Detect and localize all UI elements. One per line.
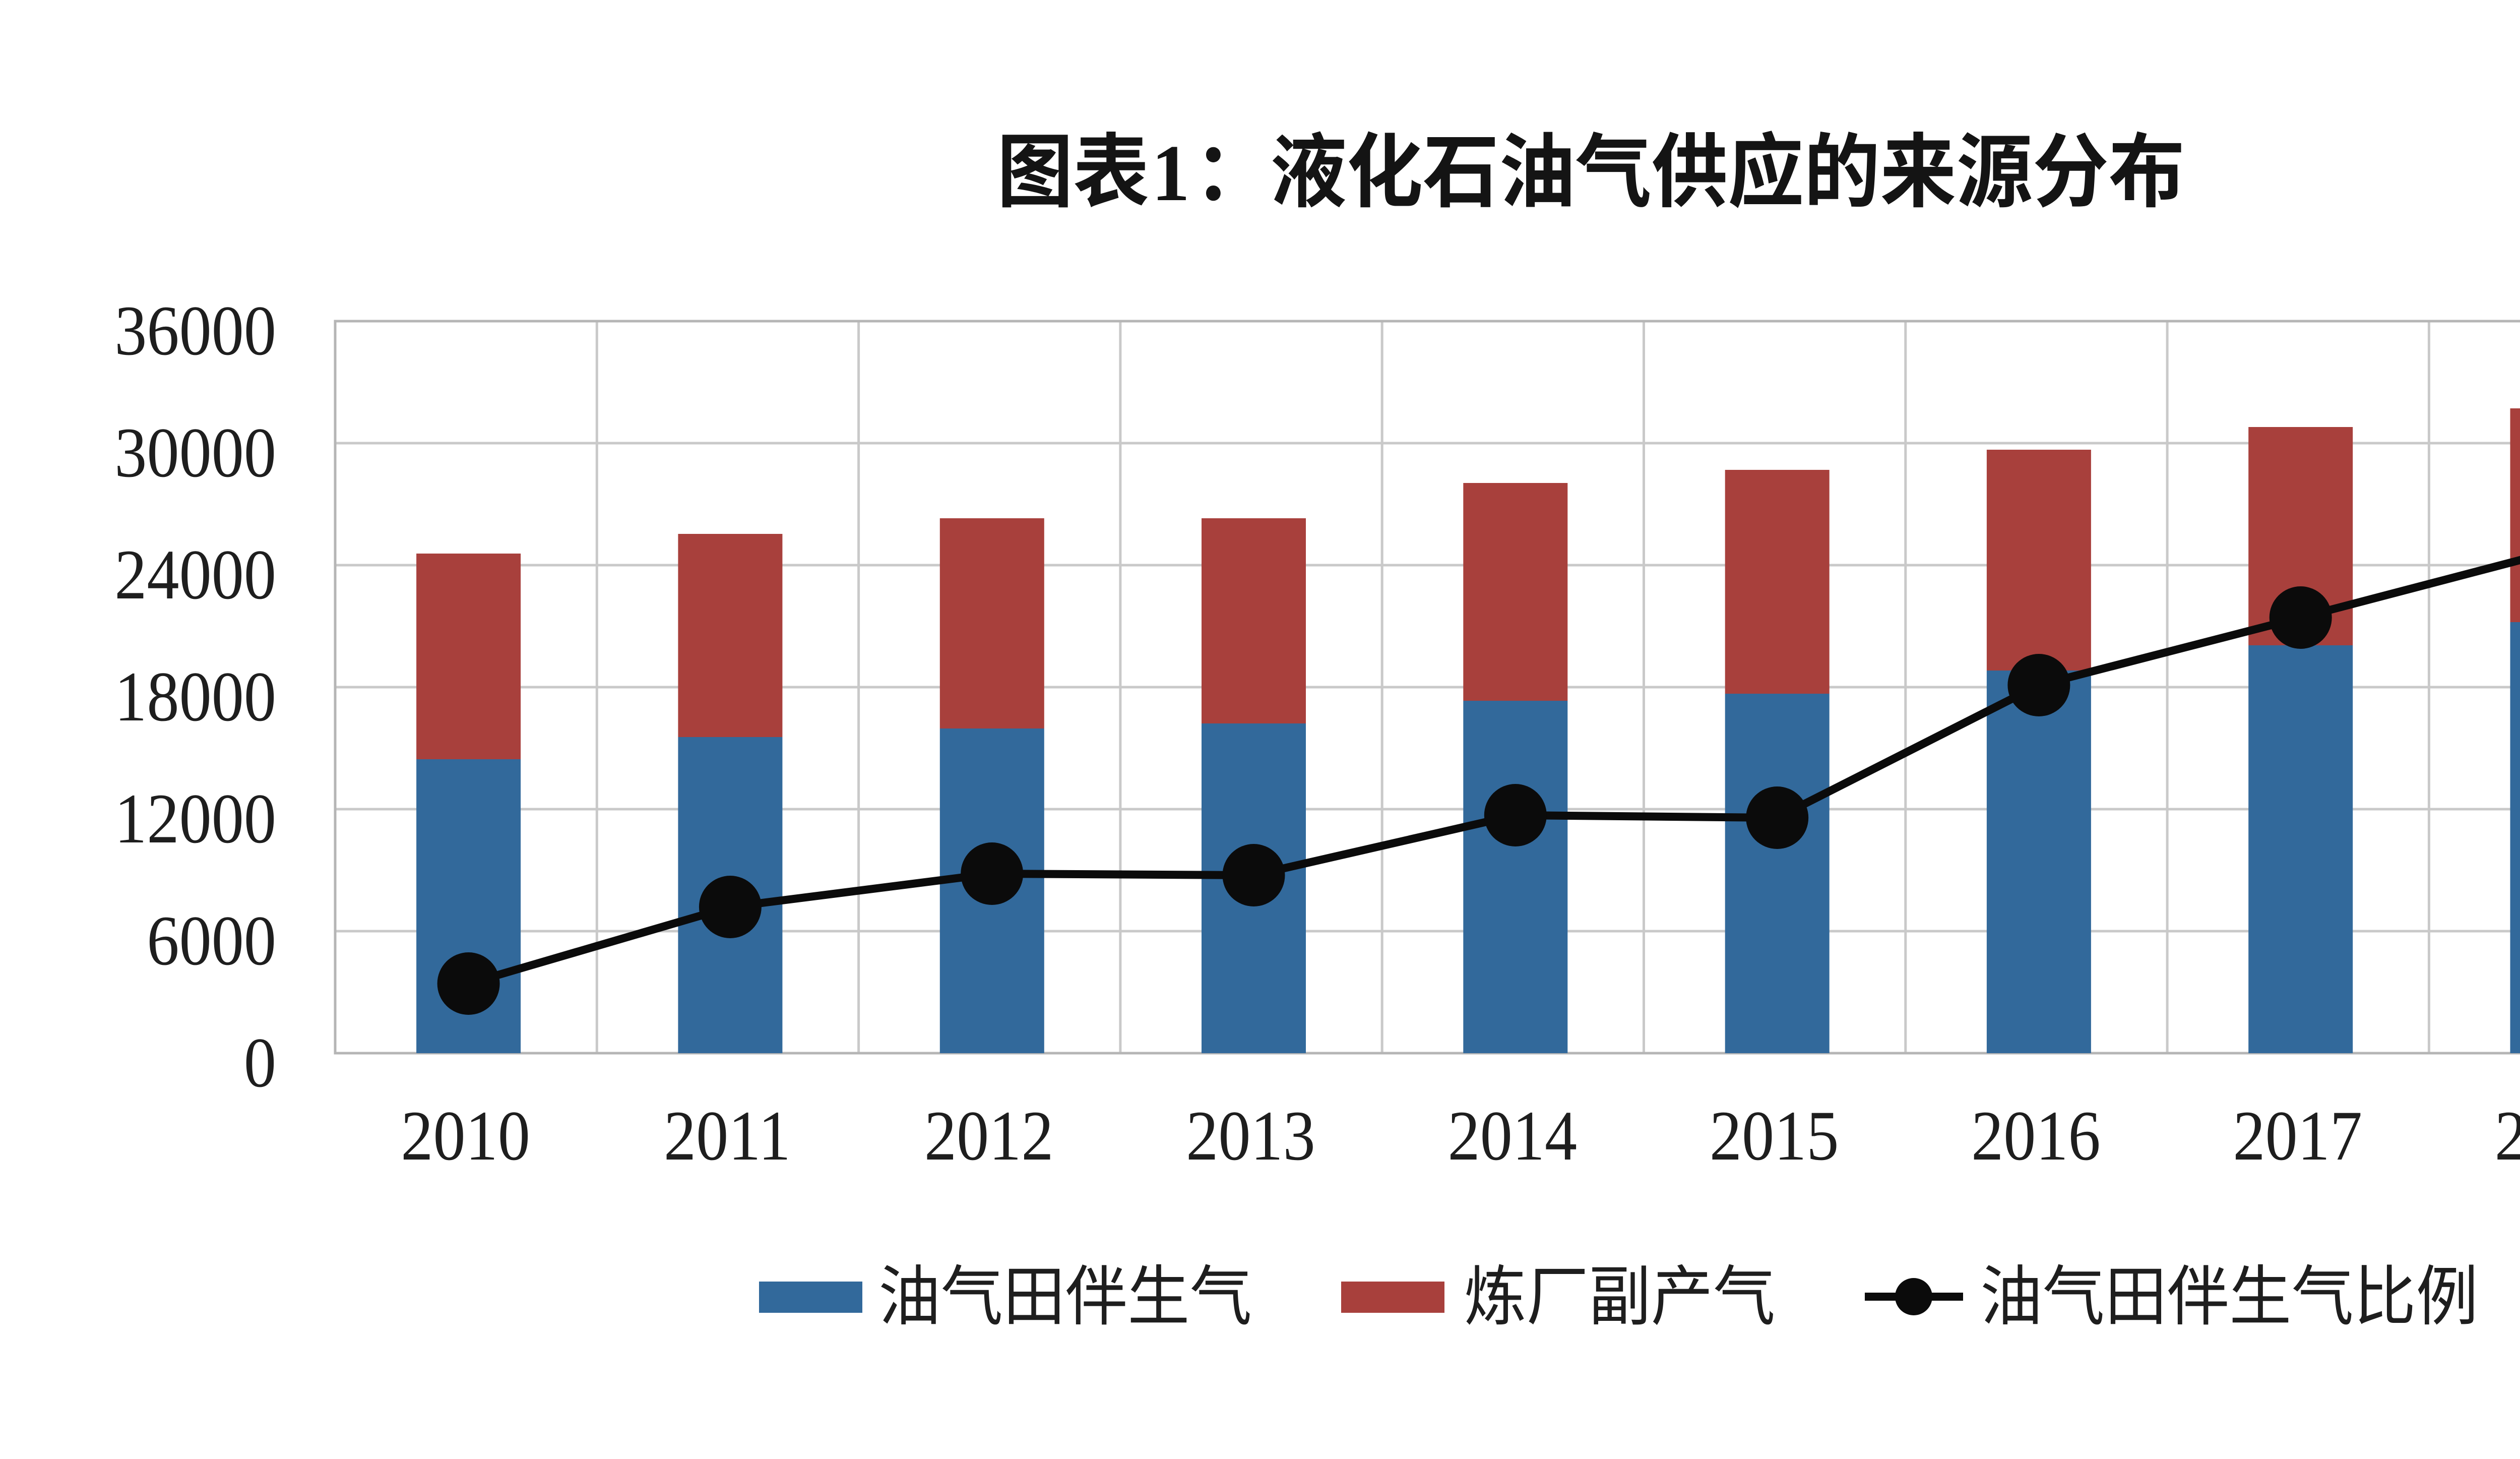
svg-text:2016: 2016 bbox=[1971, 1097, 2101, 1176]
svg-text:2012: 2012 bbox=[924, 1097, 1054, 1176]
svg-text:2013: 2013 bbox=[1186, 1097, 1315, 1176]
svg-text:2015: 2015 bbox=[1710, 1097, 1839, 1176]
svg-text:2014: 2014 bbox=[1447, 1097, 1577, 1176]
svg-text:2018: 2018 bbox=[2495, 1097, 2520, 1176]
svg-text:30000: 30000 bbox=[114, 414, 276, 493]
svg-text:2010: 2010 bbox=[401, 1097, 530, 1176]
svg-text:24000: 24000 bbox=[114, 536, 276, 615]
svg-text:0: 0 bbox=[244, 1024, 276, 1103]
svg-text:18000: 18000 bbox=[114, 658, 276, 737]
svg-text:12000: 12000 bbox=[114, 780, 276, 859]
svg-text:2017: 2017 bbox=[2233, 1097, 2362, 1176]
svg-text:2011: 2011 bbox=[664, 1097, 791, 1176]
svg-text:36000: 36000 bbox=[114, 292, 276, 371]
svg-text:6000: 6000 bbox=[147, 902, 276, 981]
